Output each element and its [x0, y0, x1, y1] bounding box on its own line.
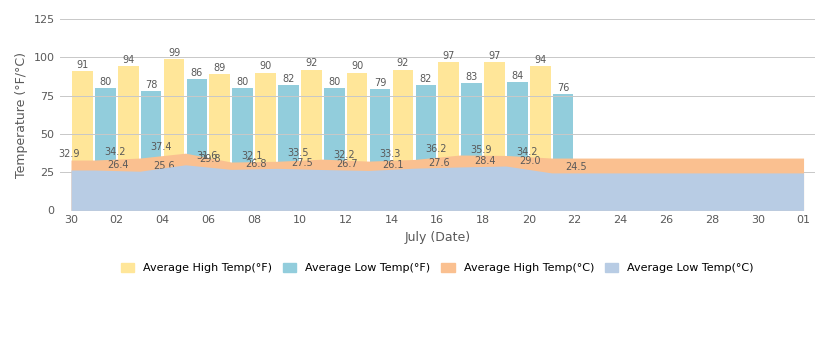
Text: 92: 92 — [397, 58, 409, 68]
Text: 78: 78 — [145, 80, 158, 90]
Text: 32.1: 32.1 — [242, 151, 263, 160]
Text: 94: 94 — [122, 55, 134, 65]
Text: 27.6: 27.6 — [428, 158, 450, 168]
Text: 82: 82 — [282, 73, 295, 84]
Bar — [347, 73, 368, 210]
Text: 91: 91 — [76, 60, 89, 70]
Bar — [256, 73, 276, 210]
Bar — [393, 70, 413, 210]
Bar — [484, 62, 505, 210]
Bar — [187, 79, 208, 210]
Text: 80: 80 — [100, 77, 111, 87]
Bar — [164, 59, 184, 210]
Bar — [72, 71, 93, 210]
Text: 29.0: 29.0 — [520, 156, 541, 165]
Legend: Average High Temp(°F), Average Low Temp(°F), Average High Temp(°C), Average Low : Average High Temp(°F), Average Low Temp(… — [116, 258, 759, 278]
Bar — [301, 70, 322, 210]
Text: 32.2: 32.2 — [333, 150, 355, 160]
Bar — [461, 83, 482, 210]
Text: 84: 84 — [511, 71, 524, 81]
Bar — [416, 85, 436, 210]
Bar — [530, 67, 550, 210]
Bar — [278, 85, 299, 210]
Text: 97: 97 — [442, 51, 455, 61]
Text: 33.3: 33.3 — [379, 149, 401, 159]
Bar — [369, 89, 390, 210]
Text: 94: 94 — [535, 55, 546, 65]
Text: 25.6: 25.6 — [154, 161, 175, 171]
Text: 90: 90 — [351, 62, 364, 71]
Text: 26.4: 26.4 — [108, 160, 129, 169]
Text: 27.5: 27.5 — [290, 158, 313, 168]
Bar — [209, 74, 230, 210]
Text: 83: 83 — [466, 72, 478, 82]
Text: 29.8: 29.8 — [199, 154, 221, 164]
X-axis label: July (Date): July (Date) — [404, 231, 471, 244]
Text: 36.2: 36.2 — [425, 144, 447, 154]
Text: 26.1: 26.1 — [383, 160, 404, 170]
Text: 90: 90 — [260, 62, 271, 71]
Text: 26.7: 26.7 — [336, 159, 359, 169]
Text: 99: 99 — [168, 47, 180, 58]
Text: 80: 80 — [237, 77, 249, 87]
Text: 34.2: 34.2 — [516, 147, 538, 157]
Bar — [324, 88, 344, 210]
Bar — [232, 88, 253, 210]
Text: 34.2: 34.2 — [105, 147, 126, 157]
Text: 26.8: 26.8 — [245, 159, 266, 169]
Bar — [141, 91, 161, 210]
Text: 28.4: 28.4 — [474, 156, 496, 167]
Text: 80: 80 — [328, 77, 340, 87]
Bar — [553, 94, 574, 210]
Bar — [118, 67, 139, 210]
Text: 86: 86 — [191, 67, 203, 77]
Text: 89: 89 — [213, 63, 226, 73]
Bar — [438, 62, 459, 210]
Text: 79: 79 — [374, 78, 386, 88]
Text: 37.4: 37.4 — [150, 142, 172, 152]
Text: 33.5: 33.5 — [287, 148, 309, 158]
Text: 92: 92 — [305, 58, 318, 68]
Bar — [507, 82, 528, 210]
Text: 35.9: 35.9 — [471, 145, 492, 155]
Text: 82: 82 — [420, 73, 432, 84]
Text: 32.9: 32.9 — [59, 149, 81, 159]
Text: 97: 97 — [488, 51, 500, 61]
Y-axis label: Temperature (°F/°C): Temperature (°F/°C) — [15, 52, 28, 178]
Text: 24.5: 24.5 — [565, 163, 587, 172]
Text: 76: 76 — [557, 83, 569, 93]
Text: 31.6: 31.6 — [196, 151, 217, 161]
Bar — [95, 88, 115, 210]
